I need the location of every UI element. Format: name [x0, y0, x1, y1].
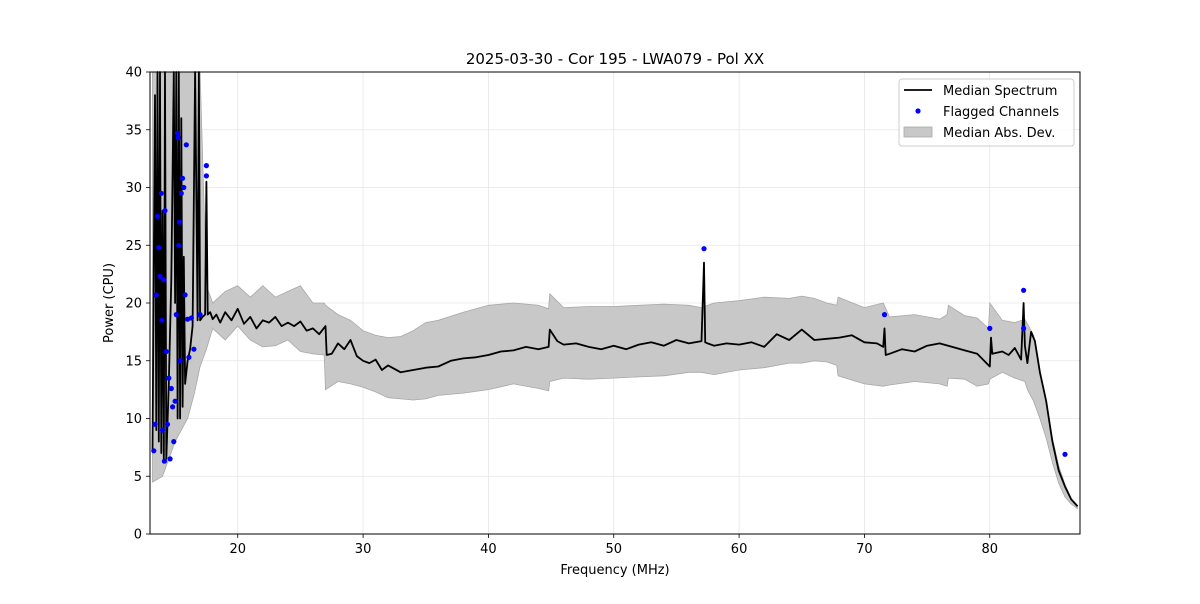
- flagged-channel-point: [203, 173, 209, 179]
- flagged-channel-point: [881, 312, 888, 318]
- flagged-channel-point: [203, 163, 209, 169]
- mad-band: [152, 71, 1078, 510]
- y-axis-label: Power (CPU): [102, 263, 117, 343]
- y-tick-label: 30: [125, 181, 142, 196]
- legend-flagged-swatch: [915, 108, 921, 114]
- legend-mad-swatch: [903, 126, 933, 138]
- y-tick-label: 5: [134, 470, 142, 485]
- x-tick-label: 70: [856, 542, 873, 557]
- y-tick-label: 20: [125, 297, 142, 312]
- flagged-channel-point: [159, 427, 166, 433]
- flagged-channel-point: [171, 439, 177, 445]
- y-tick-label: 25: [125, 239, 142, 254]
- x-tick-label: 60: [731, 542, 748, 557]
- flagged-channel-point: [180, 175, 186, 181]
- flagged-channel-point: [157, 273, 163, 279]
- x-axis-ticks: 20 30 40 50 60 70 80: [229, 534, 998, 557]
- legend-flagged-label: Flagged Channels: [943, 105, 1059, 120]
- y-tick-label: 35: [125, 123, 142, 138]
- flagged-channel-point: [182, 292, 188, 298]
- flagged-channel-point: [162, 208, 168, 214]
- flagged-channel-point: [173, 312, 179, 318]
- flagged-channel-point: [987, 325, 993, 331]
- flagged-channel-point: [163, 348, 169, 355]
- x-tick-label: 20: [229, 542, 246, 557]
- flagged-channel-point: [168, 385, 174, 392]
- flagged-channel-point: [1021, 287, 1027, 293]
- flagged-channel-point: [175, 130, 181, 136]
- flagged-channel-point: [1021, 325, 1027, 331]
- flagged-channel-point: [152, 421, 158, 427]
- y-tick-label: 0: [134, 528, 142, 543]
- x-tick-label: 40: [480, 542, 497, 557]
- x-tick-label: 30: [355, 542, 372, 557]
- legend-box: [898, 78, 1075, 147]
- x-axis-label: Frequency (MHz): [560, 563, 669, 578]
- y-tick-label: 15: [125, 354, 142, 369]
- y-tick-label: 40: [125, 66, 142, 81]
- flagged-channel-point: [181, 184, 187, 191]
- flagged-channel-point: [175, 135, 181, 141]
- flagged-channel-point: [176, 242, 182, 248]
- flagged-channel-point: [153, 292, 159, 298]
- flagged-channel-point: [158, 190, 164, 196]
- flagged-channel-point: [156, 245, 162, 251]
- y-tick-label: 10: [125, 412, 142, 427]
- flagged-channel-point: [151, 448, 157, 454]
- flagged-channel-point: [166, 375, 172, 381]
- flagged-channel-point: [186, 354, 192, 360]
- y-axis-ticks: 0 5 10 15 20 25 30 35 40: [125, 66, 150, 543]
- chart-title: 2025-03-30 - Cor 195 - LWA079 - Pol XX: [466, 50, 764, 68]
- flagged-channel-point: [172, 398, 178, 404]
- legend-mad-label: Median Abs. Dev.: [943, 126, 1055, 141]
- flagged-channel-point: [161, 458, 167, 464]
- flagged-channel-point: [191, 346, 197, 352]
- flagged-channel-point: [177, 358, 183, 364]
- flagged-channel-point: [164, 421, 171, 427]
- flagged-channel-point: [176, 219, 183, 225]
- flagged-channel-point: [197, 312, 203, 318]
- legend-median-label: Median Spectrum: [943, 84, 1057, 99]
- flagged-channel-point: [161, 277, 167, 283]
- flagged-points-layer: [151, 130, 1068, 464]
- flagged-channel-point: [167, 456, 173, 462]
- flagged-channel-point: [154, 213, 161, 219]
- flagged-channel-point: [159, 317, 165, 323]
- flagged-channel-point: [1062, 451, 1068, 457]
- x-tick-label: 80: [981, 542, 998, 557]
- flagged-channel-point: [188, 315, 194, 321]
- flagged-channel-point: [170, 404, 176, 410]
- legend: Median Spectrum Flagged Channels Median …: [898, 78, 1075, 147]
- x-tick-label: 50: [605, 542, 622, 557]
- mad-band-layer: [152, 71, 1078, 510]
- flagged-channel-point: [701, 246, 707, 252]
- flagged-channel-point: [178, 190, 184, 196]
- flagged-channel-point: [183, 142, 189, 148]
